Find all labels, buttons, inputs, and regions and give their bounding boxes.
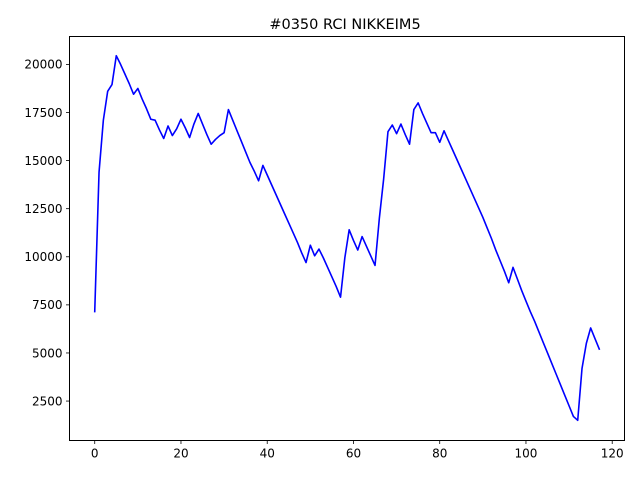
series-line-0 [93,54,601,422]
x-tick-label: 80 [432,447,447,461]
y-tick-label: 5000 [32,346,63,360]
y-tick-label: 15000 [24,154,62,168]
x-tick-label: 0 [91,447,99,461]
y-tick-label: 12500 [24,202,62,216]
y-tick-label: 20000 [24,58,62,72]
y-axis: 2500 5000 7500 10000 12500 15000 17500 20000 [24,58,70,408]
y-tick-label: 10000 [24,250,62,264]
x-tick-label: 40 [260,447,275,461]
x-tick-label: 120 [601,447,624,461]
x-axis: 0 20 40 60 80 100 120 [91,440,624,461]
x-tick-label: 100 [515,447,538,461]
y-tick-label: 2500 [32,394,63,408]
y-tick-label: 7500 [32,298,63,312]
axes-frame [69,36,625,441]
y-tick-label: 17500 [24,106,62,120]
x-tick-label: 60 [346,447,361,461]
x-tick-label: 20 [173,447,188,461]
plot-area [93,54,601,422]
chart-title: #0350 RCI NIKKEIM5 [269,17,420,33]
